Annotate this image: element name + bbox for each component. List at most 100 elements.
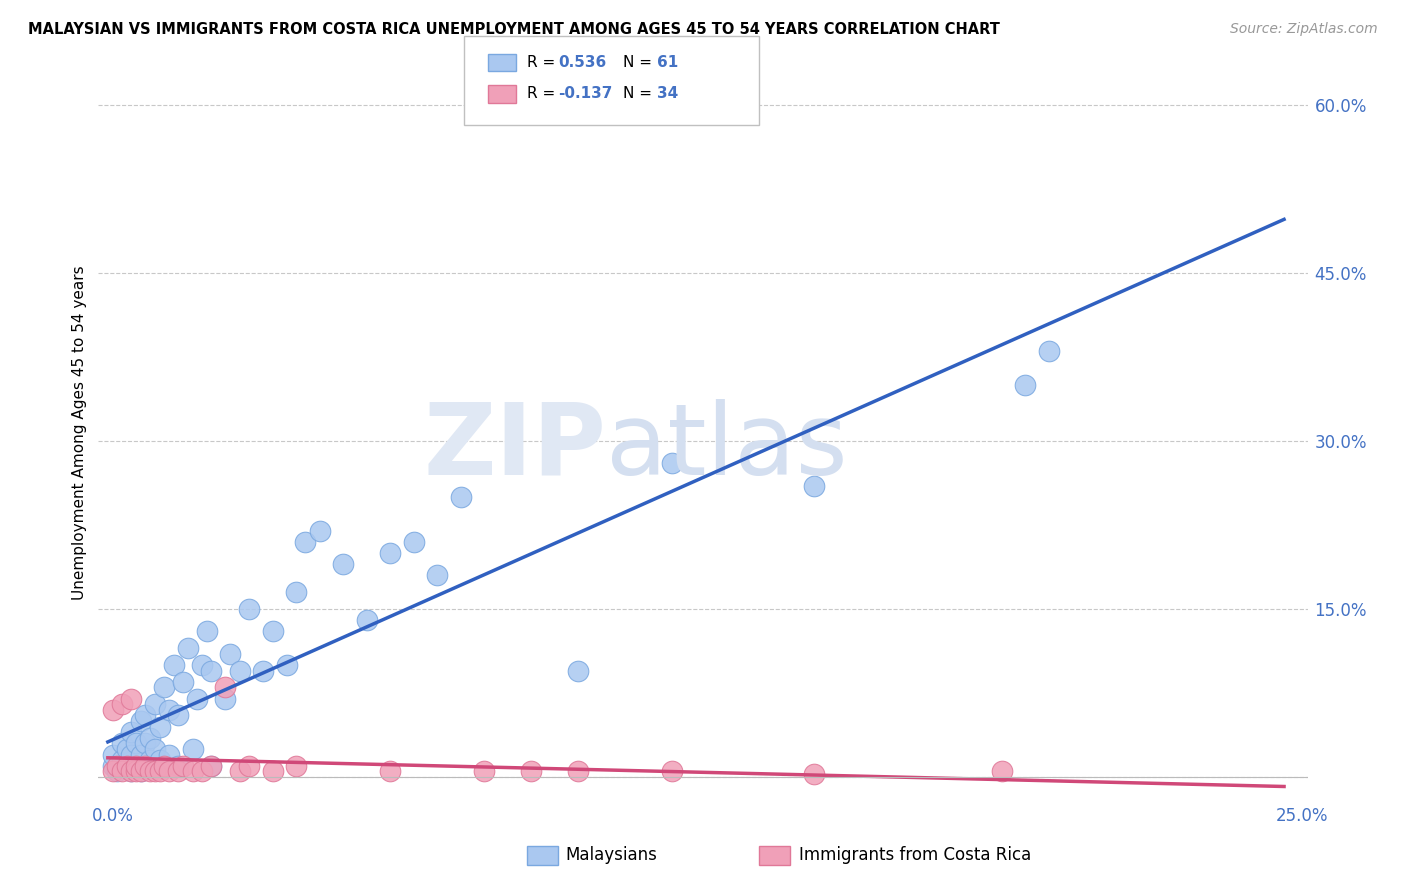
Point bbox=[181, 764, 204, 779]
Point bbox=[157, 764, 180, 779]
Point bbox=[200, 759, 222, 773]
Point bbox=[167, 764, 190, 779]
Point bbox=[276, 658, 298, 673]
Point bbox=[294, 534, 316, 549]
Point bbox=[125, 759, 148, 773]
Point bbox=[139, 753, 162, 767]
Point bbox=[125, 759, 148, 773]
Point bbox=[172, 674, 194, 689]
Point bbox=[1038, 344, 1060, 359]
Point bbox=[111, 698, 134, 712]
Point bbox=[143, 764, 166, 779]
Point bbox=[219, 647, 242, 661]
Point bbox=[378, 546, 401, 560]
Point bbox=[426, 568, 449, 582]
Point bbox=[125, 764, 148, 779]
Point bbox=[105, 764, 128, 779]
Point bbox=[105, 759, 128, 773]
Point bbox=[101, 703, 124, 717]
Point bbox=[200, 759, 222, 773]
Text: Source: ZipAtlas.com: Source: ZipAtlas.com bbox=[1230, 22, 1378, 37]
Point bbox=[191, 658, 214, 673]
Point bbox=[120, 764, 142, 779]
Point bbox=[149, 720, 172, 734]
Point bbox=[803, 766, 825, 780]
Point bbox=[356, 613, 378, 627]
Point bbox=[228, 664, 250, 678]
Point bbox=[120, 764, 142, 779]
Point bbox=[157, 747, 180, 762]
Point bbox=[214, 691, 236, 706]
Point bbox=[177, 641, 200, 656]
Point bbox=[200, 664, 222, 678]
Point bbox=[252, 664, 274, 678]
Point bbox=[101, 764, 124, 779]
Point bbox=[520, 764, 543, 779]
Point bbox=[134, 759, 156, 773]
Text: 0.0%: 0.0% bbox=[91, 807, 134, 825]
Point bbox=[285, 585, 308, 599]
Point bbox=[402, 534, 425, 549]
Point bbox=[803, 479, 825, 493]
Point bbox=[115, 759, 138, 773]
Point bbox=[238, 759, 260, 773]
Point bbox=[134, 736, 156, 750]
Point bbox=[153, 759, 176, 773]
Point bbox=[120, 725, 142, 739]
Point bbox=[143, 742, 166, 756]
Point bbox=[134, 708, 156, 723]
Text: -0.137: -0.137 bbox=[558, 87, 613, 101]
Point bbox=[990, 764, 1012, 779]
Point bbox=[120, 691, 142, 706]
Point bbox=[214, 681, 236, 695]
Point bbox=[115, 759, 138, 773]
Point bbox=[238, 602, 260, 616]
Point bbox=[139, 731, 162, 745]
Text: ZIP: ZIP bbox=[423, 399, 606, 496]
Point bbox=[567, 764, 589, 779]
Point bbox=[163, 658, 186, 673]
Point bbox=[567, 664, 589, 678]
Point bbox=[129, 714, 152, 728]
Point bbox=[115, 742, 138, 756]
Point bbox=[1014, 378, 1036, 392]
Point bbox=[262, 624, 284, 639]
Point bbox=[153, 759, 176, 773]
Text: N =: N = bbox=[623, 87, 657, 101]
Point bbox=[153, 681, 176, 695]
Point bbox=[472, 764, 495, 779]
Point bbox=[134, 759, 156, 773]
Point bbox=[181, 742, 204, 756]
Point bbox=[450, 490, 472, 504]
Point bbox=[332, 558, 354, 572]
Point bbox=[167, 759, 190, 773]
Point bbox=[186, 691, 208, 706]
Text: Malaysians: Malaysians bbox=[565, 846, 657, 863]
Point bbox=[125, 736, 148, 750]
Point bbox=[129, 764, 152, 779]
Point bbox=[139, 764, 162, 779]
Text: 34: 34 bbox=[657, 87, 678, 101]
Point bbox=[262, 764, 284, 779]
Point bbox=[195, 624, 218, 639]
Point bbox=[308, 524, 330, 538]
Text: MALAYSIAN VS IMMIGRANTS FROM COSTA RICA UNEMPLOYMENT AMONG AGES 45 TO 54 YEARS C: MALAYSIAN VS IMMIGRANTS FROM COSTA RICA … bbox=[28, 22, 1000, 37]
Point bbox=[101, 747, 124, 762]
Point bbox=[661, 457, 683, 471]
Point bbox=[149, 753, 172, 767]
Text: R =: R = bbox=[527, 87, 561, 101]
Text: N =: N = bbox=[623, 55, 657, 70]
Point bbox=[143, 698, 166, 712]
Point bbox=[661, 764, 683, 779]
Point bbox=[129, 747, 152, 762]
Text: 61: 61 bbox=[657, 55, 678, 70]
Text: 25.0%: 25.0% bbox=[1277, 807, 1329, 825]
Text: R =: R = bbox=[527, 55, 561, 70]
Point bbox=[101, 759, 124, 773]
Point bbox=[143, 761, 166, 775]
Point bbox=[228, 764, 250, 779]
Point bbox=[129, 764, 152, 779]
Point bbox=[149, 764, 172, 779]
Text: Immigrants from Costa Rica: Immigrants from Costa Rica bbox=[799, 846, 1031, 863]
Point bbox=[111, 736, 134, 750]
